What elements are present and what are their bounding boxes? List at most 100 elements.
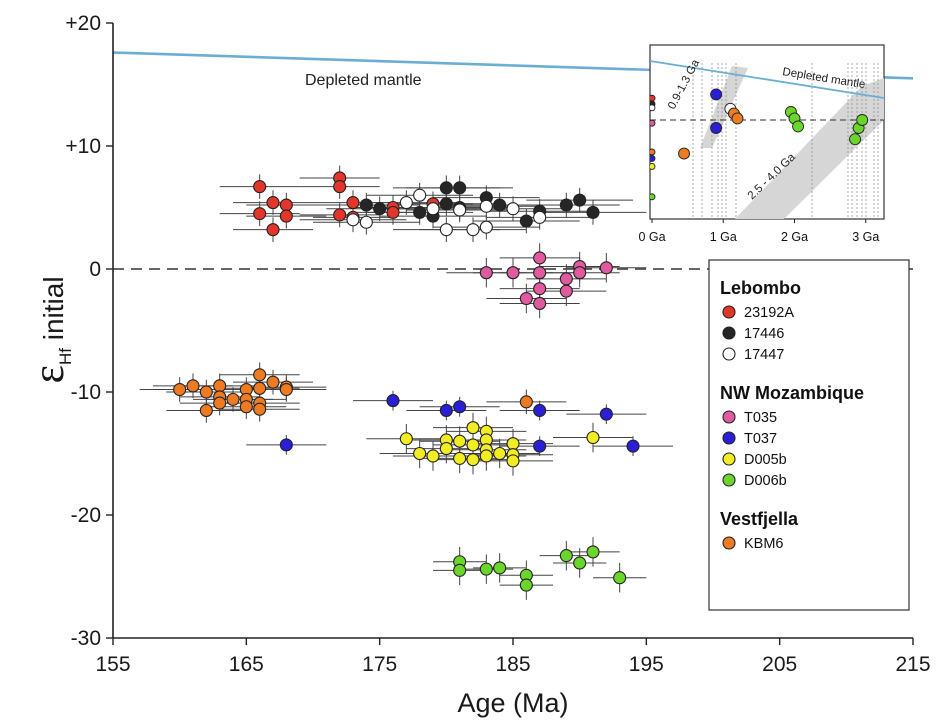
point-d006b <box>519 578 533 592</box>
inset-band-2.5-4.0-ga <box>735 78 884 219</box>
point-t035 <box>533 251 547 265</box>
legend-group-title: Lebombo <box>720 278 801 298</box>
point-d005b <box>506 454 520 468</box>
point-17446 <box>359 198 373 212</box>
point-17446 <box>559 198 573 212</box>
point-17447 <box>453 203 467 217</box>
inset-x-tick-label: 1 Ga <box>710 230 737 244</box>
point-kbm6 <box>519 395 533 409</box>
point-d005b <box>453 451 467 465</box>
point-kbm6 <box>213 396 227 410</box>
point-17447 <box>466 223 480 237</box>
point-23192a <box>266 196 280 210</box>
inset-point-d006b <box>849 133 862 146</box>
point-17447 <box>479 199 493 213</box>
point-t037 <box>533 403 547 418</box>
y-axis-title-symbol: ε <box>24 365 73 383</box>
point-t035 <box>533 282 547 296</box>
point-d006b <box>493 561 507 575</box>
main-plot: Depleted mantle 155 165 175 185 195 205 215 +2… <box>24 12 931 718</box>
inset-point-d005b <box>650 162 656 170</box>
inset-depleted-mantle-line <box>650 60 884 99</box>
point-d005b <box>399 432 413 446</box>
point-17447 <box>506 202 520 216</box>
point-17446 <box>373 202 387 216</box>
x-axis-ticks: 155 165 175 185 195 205 215 <box>95 638 931 676</box>
legend-marker <box>722 326 736 340</box>
y-axis-title-text: initial <box>38 276 69 340</box>
depleted-mantle-label: Depleted mantle <box>305 72 422 89</box>
point-t035 <box>573 266 587 280</box>
point-t037 <box>599 407 613 421</box>
point-d005b <box>586 430 600 445</box>
point-d006b <box>453 563 467 577</box>
point-t037 <box>533 439 547 453</box>
legend-marker <box>722 452 736 466</box>
point-d006b <box>613 571 627 585</box>
point-23192a <box>346 196 360 210</box>
inset-point-d006b <box>650 193 656 201</box>
point-d005b <box>413 446 427 461</box>
point-d006b <box>586 545 600 559</box>
legend-item-label: D005b <box>744 452 787 468</box>
point-17447 <box>426 202 440 216</box>
point-17446 <box>586 205 600 219</box>
point-t037 <box>279 438 293 452</box>
point-kbm6 <box>253 381 267 395</box>
point-t035 <box>533 266 547 280</box>
inset-point-t037 <box>650 154 656 162</box>
point-t035 <box>599 261 613 275</box>
point-d005b <box>439 442 453 456</box>
legend-marker <box>722 536 736 550</box>
point-t035 <box>533 296 547 310</box>
y-tick-label: -30 <box>71 627 101 650</box>
point-kbm6 <box>239 400 253 414</box>
point-17446 <box>519 214 533 228</box>
x-tick-label: 205 <box>762 653 797 676</box>
point-d006b <box>479 562 493 576</box>
point-kbm6 <box>199 385 213 399</box>
inset-x-tick-label: 3 Ga <box>852 230 879 244</box>
legend-item-label: 17447 <box>744 347 784 363</box>
point-17447 <box>413 188 427 202</box>
point-23192a <box>279 198 293 212</box>
point-t035 <box>506 266 520 280</box>
point-d005b <box>479 449 493 463</box>
y-tick-label: -10 <box>71 381 101 404</box>
point-kbm6 <box>253 368 267 382</box>
point-17446 <box>413 205 427 219</box>
point-d005b <box>453 434 467 448</box>
x-tick-label: 195 <box>629 653 664 676</box>
point-23192a <box>333 208 347 222</box>
inset-point-kbm6 <box>731 112 744 125</box>
point-t037 <box>453 400 467 414</box>
point-t035 <box>559 272 573 286</box>
point-kbm6 <box>226 392 240 406</box>
point-d006b <box>573 556 587 570</box>
legend-item-label: KBM6 <box>744 536 784 552</box>
point-17447 <box>359 215 373 229</box>
x-axis-title: Age (Ma) <box>457 688 568 718</box>
point-kbm6 <box>199 403 213 418</box>
x-tick-label: 215 <box>895 653 930 676</box>
point-23192a <box>253 180 267 194</box>
point-kbm6 <box>266 375 280 389</box>
legend-item-label: 17446 <box>744 326 784 342</box>
legend-item-label: 23192A <box>744 305 794 321</box>
legend-box <box>708 259 910 611</box>
point-23192a <box>333 180 347 194</box>
y-axis-ticks: +20 +10 0 -10 -20 -30 <box>65 12 113 650</box>
point-17447 <box>479 220 493 234</box>
point-kbm6 <box>186 379 200 393</box>
point-d005b <box>466 453 480 467</box>
y-tick-label: -20 <box>71 504 101 527</box>
inset-point-t037 <box>710 88 723 101</box>
point-d005b <box>426 449 440 463</box>
legend-group-title: Vestfjella <box>720 509 799 529</box>
legend-marker <box>722 305 736 319</box>
point-kbm6 <box>213 379 227 393</box>
point-23192a <box>279 209 293 223</box>
point-kbm6 <box>253 402 267 416</box>
